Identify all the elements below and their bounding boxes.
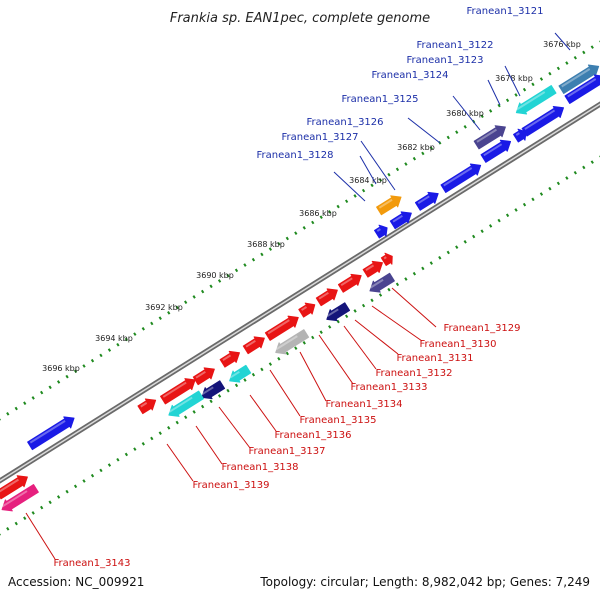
tick-label: 3692 kbp bbox=[145, 303, 183, 312]
gene-label[interactable]: Franean1_3133 bbox=[350, 382, 427, 393]
gene-arrow[interactable] bbox=[226, 364, 252, 387]
gene-label[interactable]: Franean1_3132 bbox=[375, 368, 452, 379]
label-leader bbox=[195, 425, 223, 465]
tick-label: 3682 kbp bbox=[397, 143, 435, 152]
label-leader bbox=[25, 512, 56, 560]
tick-row-2 bbox=[0, 155, 600, 536]
gene-arrow[interactable] bbox=[165, 389, 204, 420]
gene-arrow[interactable] bbox=[242, 333, 268, 356]
gene-label[interactable]: Franean1_3134 bbox=[325, 399, 402, 410]
gene-label[interactable]: Franean1_3136 bbox=[274, 430, 351, 441]
label-leader bbox=[359, 155, 377, 185]
tick-label: 3686 kbp bbox=[299, 209, 337, 218]
gene-label[interactable]: Franean1_3139 bbox=[192, 480, 269, 491]
gene-arrow[interactable] bbox=[362, 257, 386, 279]
gene-arrow[interactable] bbox=[367, 272, 396, 297]
accession-text: Accession: NC_009921 bbox=[8, 575, 144, 589]
gene-arrow[interactable] bbox=[376, 192, 405, 217]
gene-arrow[interactable] bbox=[558, 61, 600, 95]
genome-backbone bbox=[0, 101, 600, 484]
tick-label: 3694 kbp bbox=[95, 334, 133, 343]
gene-label[interactable]: Franean1_3143 bbox=[53, 558, 130, 569]
tick-labels: 3676 kbp 3678 kbp 3680 kbp 3682 kbp 3684 kbp… bbox=[42, 40, 581, 373]
genome-stats-text: Topology: circular; Length: 8,982,042 bp… bbox=[259, 575, 590, 589]
label-leader bbox=[452, 95, 481, 131]
tick-label: 3688 kbp bbox=[247, 240, 285, 249]
label-leader bbox=[166, 443, 194, 482]
label-leader bbox=[391, 287, 437, 328]
gene-label[interactable]: Franean1_3129 bbox=[443, 323, 520, 334]
label-leader bbox=[333, 171, 366, 202]
label-leader-lines bbox=[25, 32, 571, 560]
label-leader bbox=[354, 319, 399, 355]
gene-label[interactable]: Franean1_3137 bbox=[248, 446, 325, 457]
label-leader bbox=[218, 406, 251, 449]
label-leader bbox=[318, 334, 354, 385]
label-leader bbox=[343, 325, 377, 370]
gene-arrow[interactable] bbox=[272, 328, 310, 358]
tick-label: 3696 kbp bbox=[42, 364, 80, 373]
label-leader bbox=[360, 140, 396, 191]
gene-arrow[interactable] bbox=[264, 312, 301, 342]
gene-labels: Franean1_3121 Franean1_3122 Franean1_3123 F… bbox=[53, 6, 543, 569]
gene-label[interactable]: Franean1_3131 bbox=[396, 353, 473, 364]
gene-label[interactable]: Franean1_3126 bbox=[306, 117, 383, 128]
gene-label[interactable]: Franean1_3121 bbox=[466, 6, 543, 17]
gene-arrow[interactable] bbox=[389, 208, 415, 231]
gene-arrow[interactable] bbox=[0, 483, 39, 515]
gene-label[interactable]: Franean1_3123 bbox=[406, 55, 483, 66]
tick-row-1 bbox=[0, 40, 600, 421]
label-leader bbox=[269, 369, 301, 417]
gene-arrow[interactable] bbox=[337, 270, 364, 294]
label-leader bbox=[407, 117, 441, 144]
gene-arrow[interactable] bbox=[440, 160, 484, 194]
gene-label[interactable]: Franean1_3130 bbox=[419, 339, 496, 350]
gene-arrow[interactable] bbox=[512, 126, 529, 143]
gene-arrow[interactable] bbox=[0, 471, 31, 500]
label-leader bbox=[249, 394, 277, 432]
tick-label: 3690 kbp bbox=[196, 271, 234, 280]
gene-features bbox=[0, 61, 600, 515]
gene-arrow[interactable] bbox=[192, 364, 218, 387]
gene-label[interactable]: Franean1_3122 bbox=[416, 40, 493, 51]
label-leader bbox=[554, 32, 571, 51]
map-title: Frankia sp. EAN1pec, complete genome bbox=[170, 11, 430, 26]
gene-arrow[interactable] bbox=[480, 136, 514, 164]
gene-arrow[interactable] bbox=[380, 251, 395, 267]
tick-label: 3680 kbp bbox=[446, 109, 484, 118]
label-leader bbox=[371, 305, 423, 342]
tick-label: 3684 kbp bbox=[349, 176, 387, 185]
gene-label[interactable]: Franean1_3138 bbox=[221, 462, 298, 473]
gene-arrow[interactable] bbox=[414, 188, 441, 212]
gene-arrow[interactable] bbox=[159, 374, 198, 405]
gene-arrow[interactable] bbox=[298, 299, 318, 319]
gene-arrow[interactable] bbox=[323, 301, 351, 325]
label-leader bbox=[487, 79, 501, 106]
gene-arrow[interactable] bbox=[198, 379, 226, 403]
tick-rows bbox=[0, 40, 600, 536]
gene-arrow[interactable] bbox=[27, 413, 78, 452]
tick-label: 3676 kbp bbox=[543, 40, 581, 49]
gene-arrow[interactable] bbox=[564, 71, 600, 105]
gene-label[interactable]: Franean1_3124 bbox=[371, 70, 448, 81]
gene-arrow[interactable] bbox=[373, 222, 390, 239]
gene-label[interactable]: Franean1_3125 bbox=[341, 94, 418, 105]
tick-label: 3678 kbp bbox=[495, 74, 533, 83]
gene-arrow[interactable] bbox=[219, 347, 243, 369]
gene-arrow[interactable] bbox=[521, 102, 567, 137]
label-leader bbox=[504, 65, 521, 97]
gene-label[interactable]: Franean1_3127 bbox=[281, 132, 358, 143]
gene-label[interactable]: Franean1_3135 bbox=[299, 415, 376, 426]
gene-arrow[interactable] bbox=[513, 84, 557, 118]
gene-arrow[interactable] bbox=[137, 395, 159, 416]
gene-arrow[interactable] bbox=[473, 121, 509, 150]
label-leader bbox=[299, 351, 327, 402]
gene-label[interactable]: Franean1_3128 bbox=[256, 150, 333, 161]
gene-arrow[interactable] bbox=[315, 285, 341, 308]
